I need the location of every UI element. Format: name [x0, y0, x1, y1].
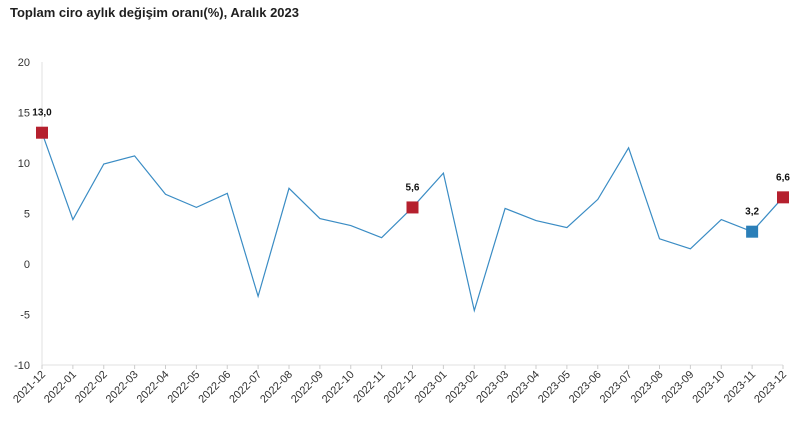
x-tick-label: 2023-05	[536, 369, 573, 406]
data-label: 13,0	[32, 108, 52, 119]
highlight-markers: 13,0 5,6 3,2 6,6	[32, 108, 790, 238]
x-tick-label: 2023-10	[690, 369, 727, 406]
x-tick-label: 2021-12	[11, 369, 48, 406]
x-tick-label: 2022-11	[351, 369, 387, 405]
chart-title: Toplam ciro aylık değişim oranı(%), Aral…	[10, 5, 299, 20]
x-axis: 2021-122022-012022-022022-032022-042022-…	[11, 365, 789, 406]
x-tick-label: 2023-06	[567, 369, 604, 406]
x-tick-label: 2023-07	[598, 369, 635, 406]
data-label: 5,6	[406, 182, 420, 193]
x-tick-label: 2022-03	[104, 369, 141, 406]
x-tick-label: 2023-02	[443, 369, 480, 406]
x-tick-label: 2022-04	[135, 369, 172, 406]
x-tick-label: 2023-04	[505, 369, 542, 406]
x-tick-label: 2022-05	[165, 369, 202, 406]
y-tick-label: -5	[20, 310, 30, 322]
y-tick-label: 10	[18, 158, 30, 170]
y-tick-label: -10	[14, 360, 30, 372]
x-tick-label: 2022-12	[382, 369, 419, 406]
highlight-point	[746, 225, 759, 238]
x-tick-label: 2023-01	[412, 369, 449, 406]
y-tick-label: 0	[24, 259, 30, 271]
x-tick-label: 2022-07	[227, 369, 264, 406]
highlight-point	[406, 201, 419, 214]
x-tick-label: 2023-03	[474, 369, 511, 406]
series-line	[41, 132, 784, 313]
data-label: 3,2	[745, 207, 759, 218]
x-tick-label: 2022-09	[289, 369, 326, 406]
highlight-point	[777, 191, 789, 204]
x-tick-label: 2023-09	[659, 369, 696, 406]
x-tick-label: 2023-08	[629, 369, 666, 406]
y-tick-label: 20	[18, 57, 30, 69]
x-tick-label: 2022-08	[258, 369, 295, 406]
data-label: 6,6	[776, 172, 790, 183]
x-tick-label: 2022-06	[196, 369, 233, 406]
x-tick-label: 2023-12	[752, 369, 789, 406]
y-axis: 20 15 10 5 0 -5 -10	[14, 57, 30, 372]
y-tick-label: 5	[24, 209, 30, 221]
x-tick-label: 2022-01	[42, 369, 79, 406]
highlight-point	[36, 126, 48, 139]
y-tick-label: 15	[18, 108, 30, 120]
x-tick-label: 2023-11	[722, 369, 758, 405]
x-tick-label: 2022-02	[73, 369, 110, 406]
x-tick-label: 2022-10	[320, 369, 357, 406]
